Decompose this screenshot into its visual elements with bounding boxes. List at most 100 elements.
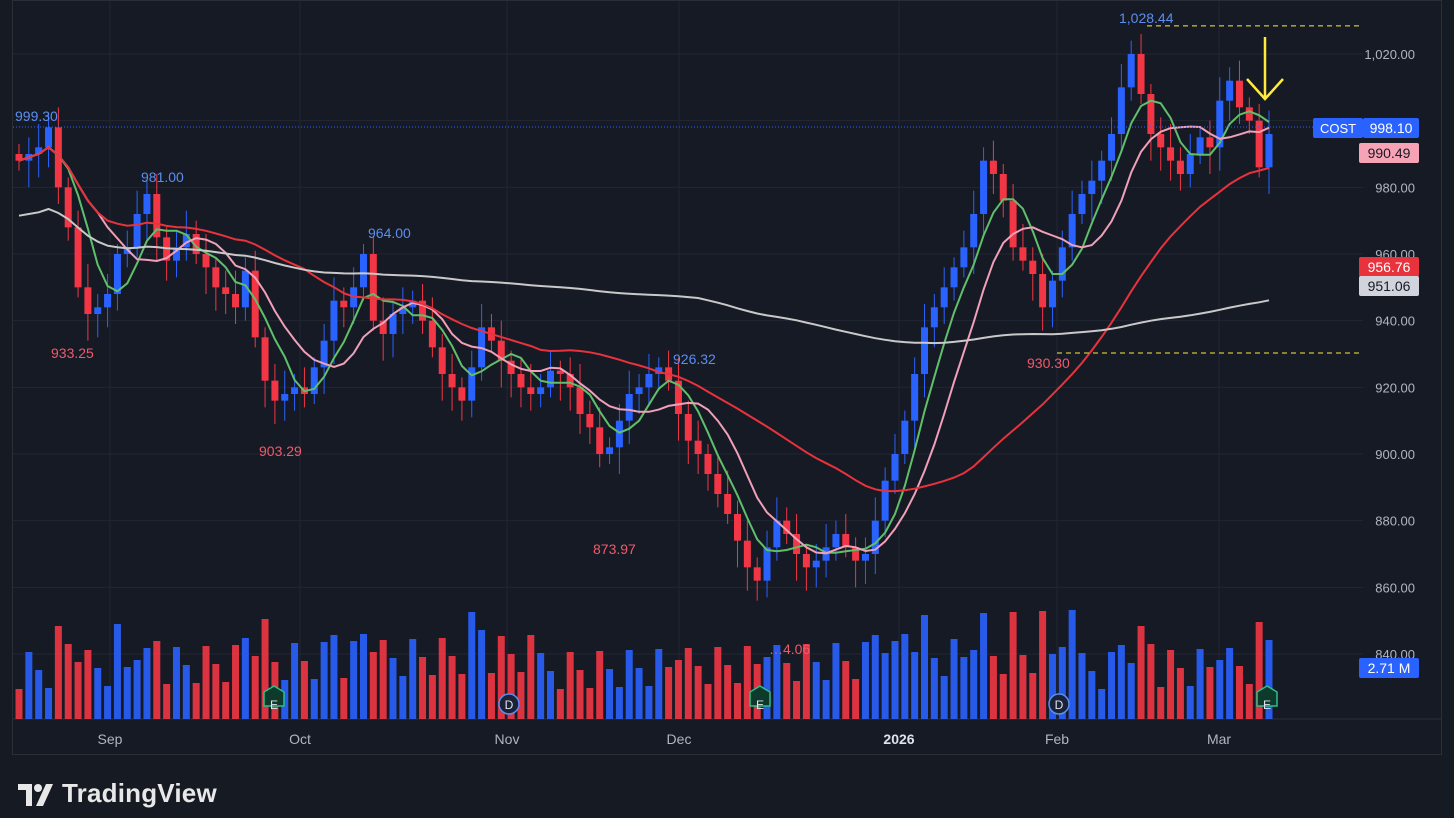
candle-body[interactable] [369,254,377,321]
candle-body[interactable] [340,300,348,308]
candle-body[interactable] [271,380,279,401]
candle-body[interactable] [1147,94,1155,134]
candle-body[interactable] [871,520,879,554]
candle-body[interactable] [724,494,732,514]
candle-body[interactable] [448,374,456,388]
candle-body[interactable] [261,337,269,381]
candle-body[interactable] [1265,134,1273,168]
candle-body[interactable] [35,147,43,154]
candle-body[interactable] [930,307,938,328]
candle-body[interactable] [891,454,899,481]
candle-body[interactable] [684,414,692,441]
candle-body[interactable] [911,374,919,421]
candle-body[interactable] [842,534,850,548]
candle-body[interactable] [428,320,436,348]
dividend-marker-icon[interactable]: D [498,693,520,715]
candle-body[interactable] [1255,120,1263,168]
candle-body[interactable] [1108,134,1116,161]
candle-body[interactable] [1127,54,1135,88]
candle-body[interactable] [497,340,505,361]
candle-body[interactable] [1157,134,1165,148]
candle-body[interactable] [1206,137,1214,148]
candle-body[interactable] [320,340,328,368]
candle-body[interactable] [1088,180,1096,194]
candle-body[interactable] [940,287,948,308]
candle-body[interactable] [852,547,860,561]
candle-body[interactable] [1098,160,1106,181]
candle-body[interactable] [232,294,240,308]
candle-body[interactable] [773,520,781,548]
candle-body[interactable] [694,440,702,454]
candle-body[interactable] [586,414,594,428]
candle-body[interactable] [182,234,190,248]
candle-body[interactable] [74,227,82,288]
candle-body[interactable] [556,370,564,374]
candle-body[interactable] [222,287,230,294]
earnings-marker-icon[interactable]: E [749,685,771,712]
candle-body[interactable] [1029,260,1037,274]
candle-body[interactable] [1137,54,1145,94]
candle-body[interactable] [606,447,614,454]
candle-body[interactable] [960,247,968,268]
candle-body[interactable] [812,560,820,568]
candlestick-chart[interactable]: 999.30 981.00 933.25 964.00 903.29 926.32 873.… [13,1,1441,754]
candle-body[interactable] [438,347,446,374]
footer-brand[interactable]: TradingView [16,778,217,809]
candle-body[interactable] [999,174,1007,201]
candle-body[interactable] [1078,194,1086,214]
candle-body[interactable] [143,194,151,214]
candle-body[interactable] [901,420,909,454]
candle-body[interactable] [615,420,623,448]
candle-body[interactable] [45,127,53,148]
candle-body[interactable] [1186,154,1194,174]
candle-body[interactable] [458,387,466,401]
candle-body[interactable] [517,374,525,388]
candle-body[interactable] [921,327,929,374]
candle-body[interactable] [734,514,742,541]
candle-body[interactable] [251,270,259,338]
candle-body[interactable] [507,360,515,374]
candle-body[interactable] [674,380,682,414]
candle-body[interactable] [94,307,102,314]
candle-body[interactable] [714,474,722,494]
candle-body[interactable] [330,300,338,341]
candle-body[interactable] [1235,80,1243,108]
candle-body[interactable] [1245,107,1253,121]
candle-body[interactable] [970,214,978,248]
candle-body[interactable] [15,154,23,161]
candle-body[interactable] [419,300,427,321]
candle-body[interactable] [212,267,220,288]
candle-body[interactable] [527,387,535,394]
candle-body[interactable] [291,387,299,394]
candle-body[interactable] [202,254,210,268]
candle-body[interactable] [113,254,121,294]
candle-body[interactable] [409,300,417,308]
candle-body[interactable] [704,454,712,474]
candle-body[interactable] [1176,160,1184,174]
candle-body[interactable] [104,294,112,308]
candle-body[interactable] [753,567,761,581]
candle-body[interactable] [310,367,318,394]
candle-body[interactable] [655,367,663,374]
candle-body[interactable] [832,534,840,548]
candle-body[interactable] [172,247,180,261]
candle-body[interactable] [399,307,407,314]
candle-body[interactable] [635,387,643,394]
candle-body[interactable] [546,370,554,388]
candle-body[interactable] [1048,280,1056,308]
candle-body[interactable] [576,387,584,414]
dividend-marker-icon[interactable]: D [1048,693,1070,715]
candle-body[interactable] [783,520,791,534]
candle-body[interactable] [64,187,72,228]
candle-body[interactable] [1019,247,1027,261]
candle-body[interactable] [950,267,958,288]
candle-body[interactable] [537,387,545,394]
candle-body[interactable] [861,554,869,561]
candle-body[interactable] [1196,137,1204,154]
candle-body[interactable] [281,394,289,401]
candle-body[interactable] [379,320,387,334]
candle-body[interactable] [153,194,161,238]
candle-body[interactable] [54,127,62,188]
candle-body[interactable] [763,547,771,581]
candle-body[interactable] [989,160,997,174]
